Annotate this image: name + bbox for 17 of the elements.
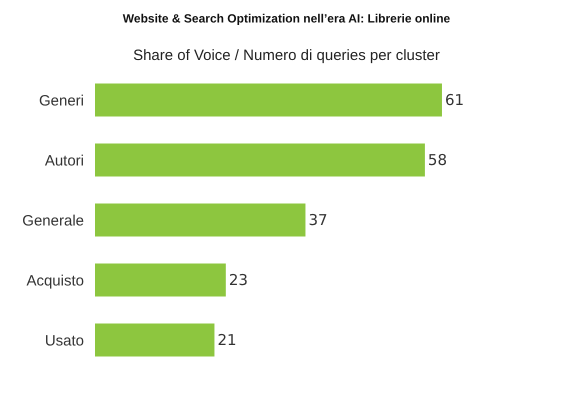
y-tick-label: Acquisto — [26, 272, 84, 290]
bar — [95, 324, 214, 356]
chart-title: Website & Search Optimization nell’era AI: Librerie online — [122, 11, 451, 26]
data-label: 23 — [228, 271, 248, 289]
data-label: 58 — [428, 151, 448, 169]
y-tick-label: Autori — [44, 152, 84, 170]
chart-subtitle: Share of Voice / Numero di queries per cluster — [133, 46, 440, 64]
y-tick-label: Usato — [44, 332, 84, 350]
bar — [95, 144, 425, 176]
bar — [95, 264, 226, 296]
y-tick-label: Generi — [38, 92, 84, 110]
bar — [95, 84, 442, 116]
data-label: 21 — [217, 331, 237, 349]
data-label: 61 — [444, 91, 464, 109]
bar — [95, 204, 306, 236]
data-label: 37 — [308, 211, 328, 229]
y-tick-label: Generale — [22, 212, 84, 230]
